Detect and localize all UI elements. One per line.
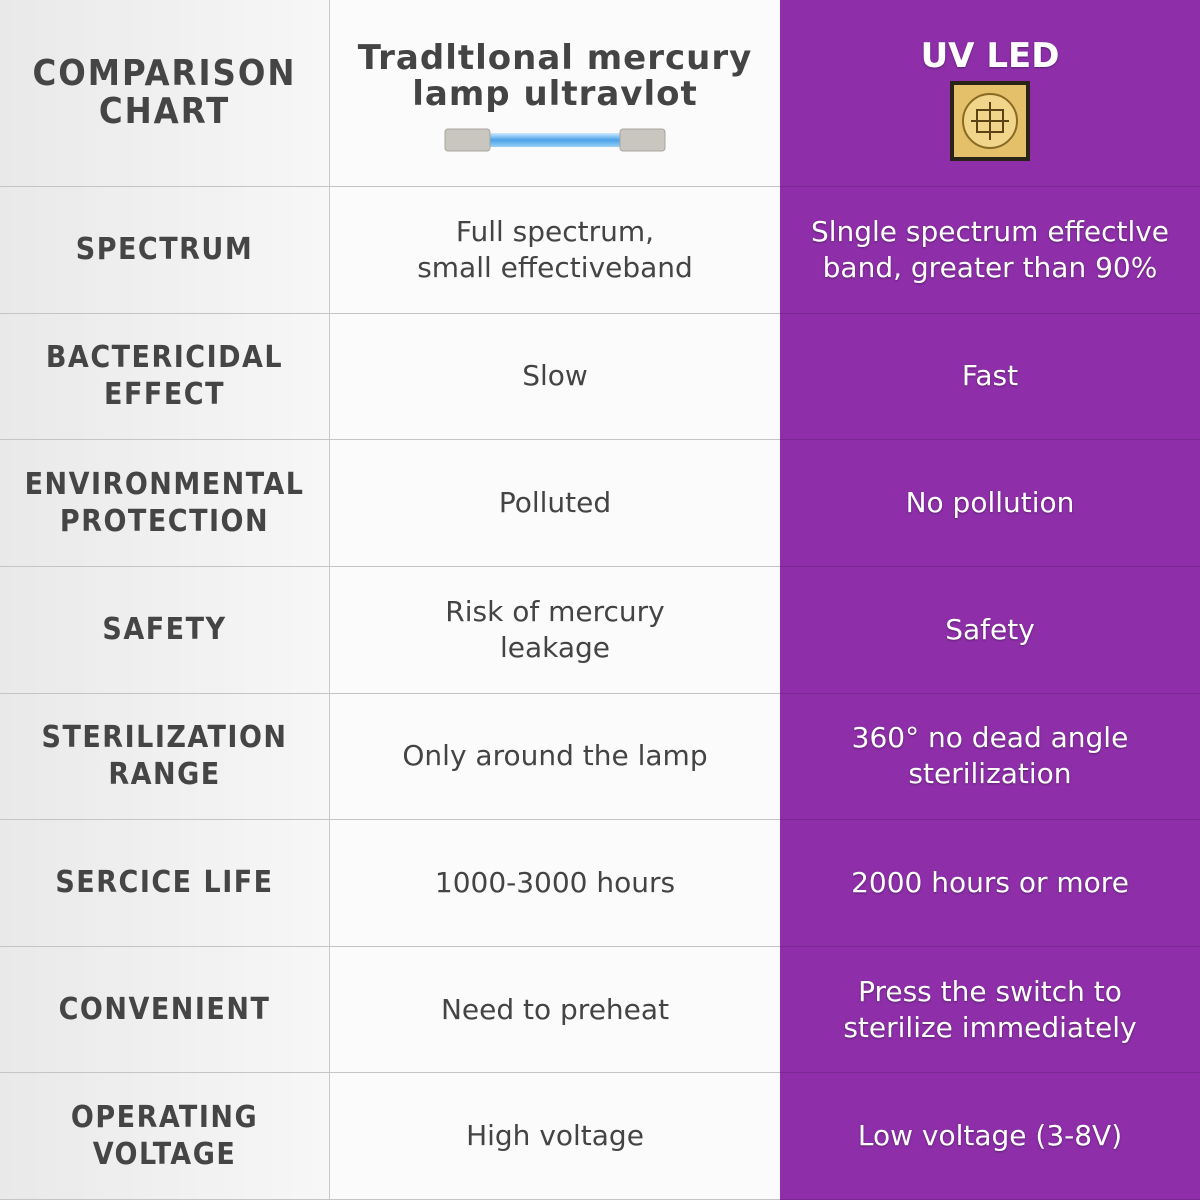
uv-led-cell: No pollution <box>780 440 1200 567</box>
uv-led-cell: Fast <box>780 313 1200 441</box>
text-line: VOLTAGE <box>92 1137 237 1173</box>
text-line: High voltage <box>466 1119 644 1153</box>
row-label: SAFETY <box>0 566 330 694</box>
traditional-cell: Risk of mercury leakage <box>330 566 780 694</box>
text-line: Polluted <box>498 486 612 520</box>
uv-led-cell: 2000 hours or more <box>780 820 1200 947</box>
text-line: ENVIRONMENTAL <box>24 467 305 503</box>
text-line: Slngle spectrum effectlve <box>810 214 1170 248</box>
text-line: SERCICE LIFE <box>55 865 274 901</box>
uv-led-cell: 360° no dead angle sterilization <box>780 693 1200 821</box>
traditional-cell: Need to preheat <box>330 946 780 1074</box>
text-line: RANGE <box>108 757 221 793</box>
text-line: BACTERICIDAL <box>45 340 284 376</box>
text-line: Low voltage (3-8V) <box>857 1119 1123 1153</box>
text-line: Tradltlonal mercury <box>357 38 753 78</box>
text-line: CHART <box>98 91 231 132</box>
header-title: COMPARISON CHART <box>0 0 330 187</box>
traditional-cell: Slow <box>330 313 780 441</box>
text-line: EFFECT <box>104 377 225 413</box>
text-line: SPECTRUM <box>75 232 254 268</box>
text-line: small effectiveband <box>417 250 693 284</box>
header-traditional: Tradltlonal mercury lamp ultravlot <box>330 0 780 187</box>
led-chip-icon <box>950 81 1030 161</box>
text-line: Only around the lamp <box>402 739 708 773</box>
traditional-cell: Polluted <box>330 440 780 567</box>
text-line: Safety <box>945 612 1035 646</box>
text-line: 360° no dead angle <box>851 721 1129 755</box>
text-line: OPERATING <box>70 1100 259 1136</box>
traditional-cell: 1000-3000 hours <box>330 820 780 947</box>
text-line: 2000 hours or more <box>851 865 1129 899</box>
traditional-cell: High voltage <box>330 1073 780 1200</box>
text-line: Fast <box>961 359 1019 393</box>
text-line: Full spectrum, <box>455 214 655 248</box>
text-line: Need to preheat <box>440 992 670 1026</box>
uv-led-cell: Low voltage (3-8V) <box>780 1073 1200 1200</box>
row-label: SERCICE LIFE <box>0 820 330 947</box>
row-label: CONVENIENT <box>0 946 330 1074</box>
row-label: OPERATING VOLTAGE <box>0 1073 330 1200</box>
uv-led-cell: Press the switch to sterilize immediately <box>780 946 1200 1074</box>
traditional-cell: Full spectrum, small effectiveband <box>330 187 780 314</box>
row-label: SPECTRUM <box>0 187 330 314</box>
header-uv-led: UV LED <box>780 0 1200 187</box>
text-line: sterilize immediately <box>843 1010 1137 1044</box>
text-line: lamp ultravlot <box>412 74 698 114</box>
text-line: Slow <box>522 359 588 393</box>
traditional-cell: Only around the lamp <box>330 693 780 821</box>
text-line: PROTECTION <box>59 504 270 540</box>
uv-led-cell: Safety <box>780 566 1200 694</box>
row-label: BACTERICIDAL EFFECT <box>0 313 330 441</box>
text-line: sterilization <box>908 757 1072 791</box>
lamp-icon <box>444 128 666 152</box>
text-line: SAFETY <box>102 612 227 648</box>
text-line: UV LED <box>920 36 1060 76</box>
text-line: CONVENIENT <box>58 992 271 1028</box>
row-label: STERILIZATION RANGE <box>0 693 330 821</box>
text-line: COMPARISON <box>32 53 297 94</box>
text-line: No pollution <box>905 486 1075 520</box>
text-line: Press the switch to <box>858 974 1122 1008</box>
uv-led-cell: Slngle spectrum effectlve band, greater t… <box>780 187 1200 314</box>
text-line: Risk of mercury <box>445 594 665 628</box>
text-line: STERILIZATION <box>41 720 288 756</box>
text-line: band, greater than 90% <box>822 250 1158 284</box>
text-line: leakage <box>499 630 611 664</box>
row-label: ENVIRONMENTAL PROTECTION <box>0 440 330 567</box>
text-line: 1000-3000 hours <box>434 865 676 899</box>
